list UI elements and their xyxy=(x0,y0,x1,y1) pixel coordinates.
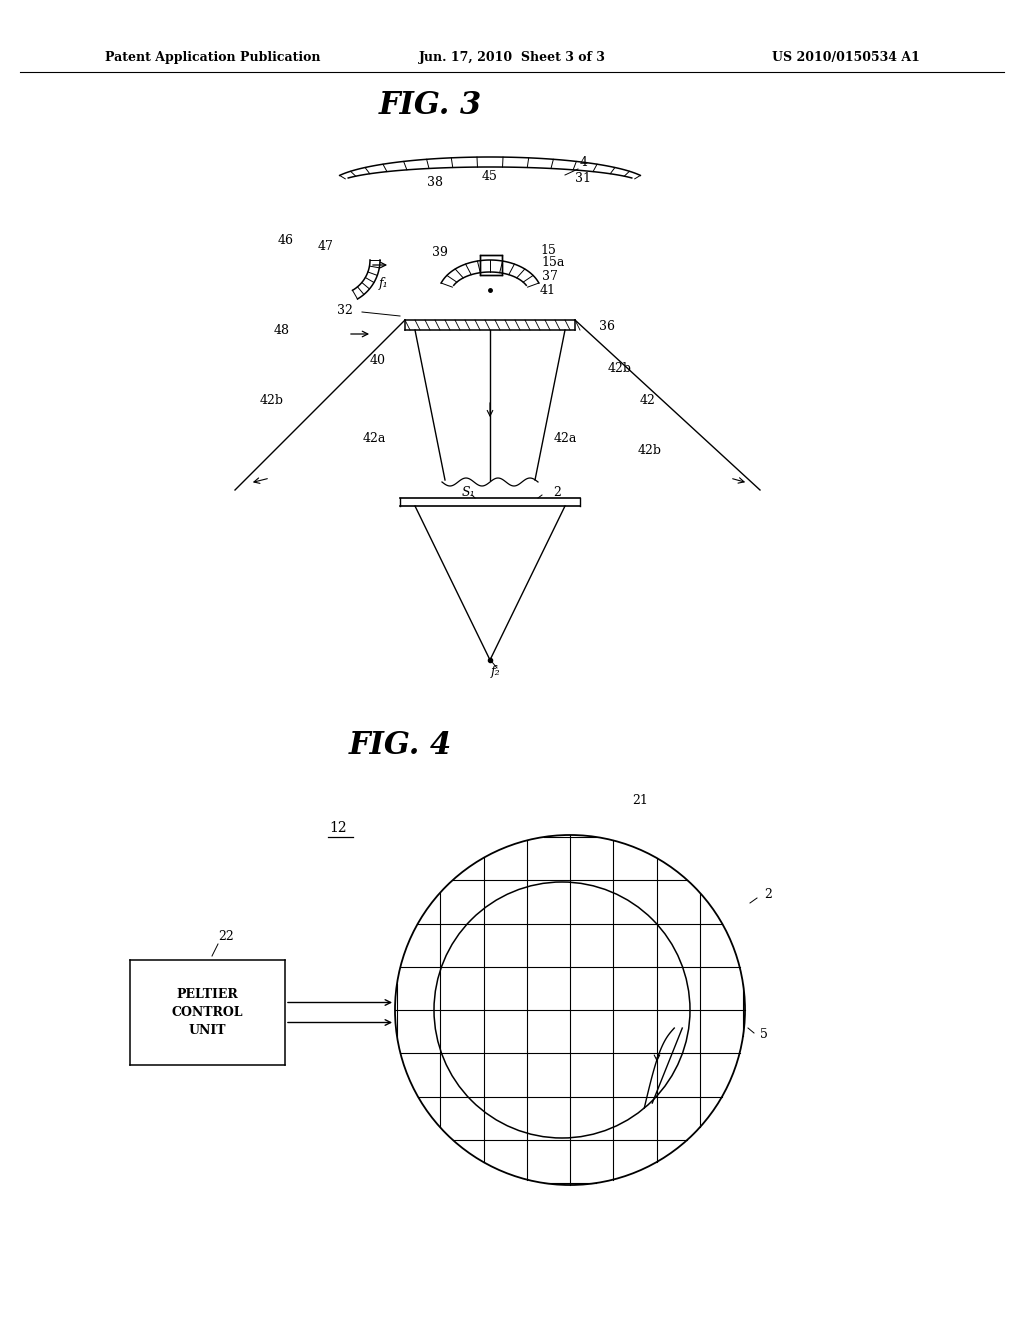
Text: 38: 38 xyxy=(427,176,443,189)
Text: 2: 2 xyxy=(764,888,772,902)
Text: 5: 5 xyxy=(760,1028,768,1041)
Text: 31: 31 xyxy=(575,172,591,185)
Text: FIG. 3: FIG. 3 xyxy=(379,90,481,120)
Text: 42a: 42a xyxy=(362,432,386,445)
Text: 42a: 42a xyxy=(553,432,577,445)
Text: 36: 36 xyxy=(599,319,615,333)
Text: 39: 39 xyxy=(432,246,447,259)
Text: 42b: 42b xyxy=(638,444,662,457)
Text: 15: 15 xyxy=(540,244,556,257)
Text: 45: 45 xyxy=(482,169,498,182)
Text: 15a: 15a xyxy=(542,256,564,269)
Text: 46: 46 xyxy=(278,234,294,247)
Text: 40: 40 xyxy=(370,354,386,367)
Text: 12: 12 xyxy=(329,821,347,836)
Text: PELTIER: PELTIER xyxy=(176,987,239,1001)
Text: f₁: f₁ xyxy=(379,276,389,289)
Text: CONTROL: CONTROL xyxy=(172,1006,244,1019)
Text: Patent Application Publication: Patent Application Publication xyxy=(105,51,321,65)
Bar xyxy=(480,255,502,275)
Text: US 2010/0150534 A1: US 2010/0150534 A1 xyxy=(772,51,920,65)
Text: 2: 2 xyxy=(553,486,561,499)
Text: 21: 21 xyxy=(632,793,648,807)
Text: 42b: 42b xyxy=(608,362,632,375)
Text: 41: 41 xyxy=(540,284,556,297)
Text: UNIT: UNIT xyxy=(188,1024,226,1038)
Text: FIG. 4: FIG. 4 xyxy=(348,730,452,760)
Text: 32: 32 xyxy=(337,304,353,317)
Text: 48: 48 xyxy=(274,323,290,337)
Text: 37: 37 xyxy=(542,269,558,282)
Text: f₂: f₂ xyxy=(492,665,501,678)
Text: 42: 42 xyxy=(640,393,656,407)
Text: S₁: S₁ xyxy=(461,486,475,499)
Text: 4: 4 xyxy=(580,157,588,169)
Text: Jun. 17, 2010  Sheet 3 of 3: Jun. 17, 2010 Sheet 3 of 3 xyxy=(419,51,605,65)
Text: 47: 47 xyxy=(318,240,334,253)
Text: 22: 22 xyxy=(218,931,233,944)
Text: 42b: 42b xyxy=(260,393,284,407)
